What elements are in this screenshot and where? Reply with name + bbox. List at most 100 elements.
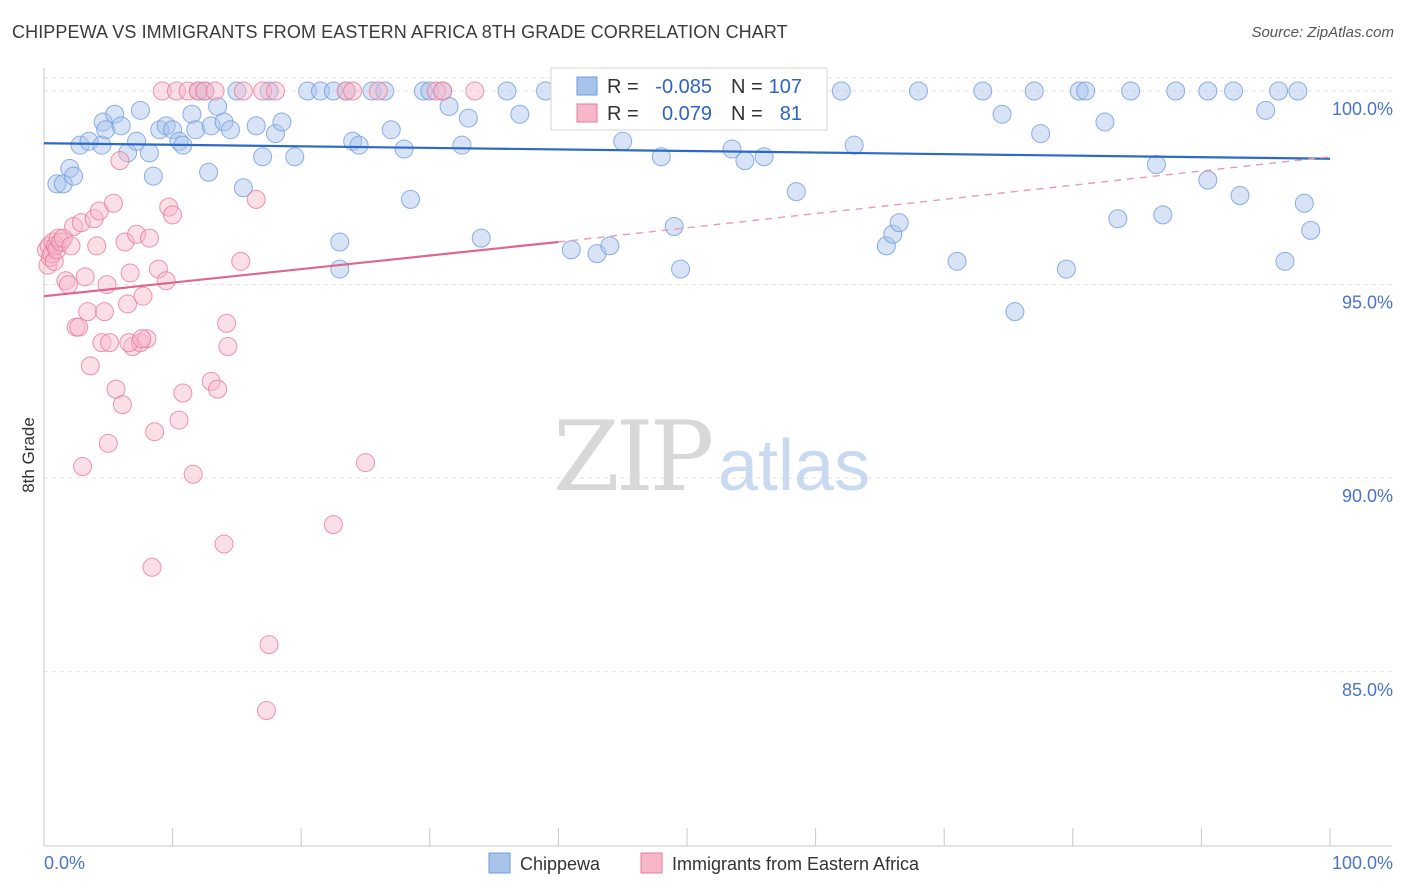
point-chippewa-0 [47, 174, 67, 194]
point-chippewa-41 [330, 232, 350, 252]
point-chippewa-25 [199, 162, 219, 182]
point-chippewa-45 [349, 135, 369, 155]
y-tick-labels: 85.0% 90.0% 95.0% 100.0% [1332, 99, 1393, 700]
point-chippewa-101 [1256, 100, 1276, 120]
point-chippewa-68 [671, 259, 691, 279]
legend-r-value-2: 0.079 [662, 103, 712, 125]
point-chippewa-72 [754, 147, 774, 167]
point-eastern-africa-41 [139, 228, 159, 248]
point-eastern-africa-25 [92, 333, 112, 353]
point-chippewa-10 [111, 116, 131, 136]
point-chippewa-3 [64, 166, 84, 186]
point-eastern-africa-51 [173, 383, 193, 403]
point-chippewa-92 [1108, 209, 1128, 229]
point-eastern-africa-28 [100, 333, 120, 353]
point-eastern-africa-31 [110, 151, 130, 171]
point-chippewa-14 [139, 143, 159, 163]
data-points [37, 81, 1321, 720]
point-chippewa-83 [973, 81, 993, 101]
point-eastern-africa-34 [118, 294, 138, 314]
point-eastern-africa-56 [201, 371, 221, 391]
point-chippewa-76 [831, 81, 851, 101]
point-eastern-africa-53 [183, 464, 203, 484]
legend-n-label-2: N = [731, 103, 763, 125]
trend-line-chippewa [43, 142, 1331, 160]
point-chippewa-35 [265, 124, 285, 144]
point-eastern-africa-63 [233, 81, 253, 101]
point-eastern-africa-37 [127, 224, 147, 244]
point-chippewa-105 [1294, 193, 1314, 213]
point-chippewa-50 [401, 189, 421, 209]
bottom-legend-swatch-eastern-africa [640, 852, 663, 874]
x-tick-label-0: 0.0% [44, 853, 85, 873]
point-chippewa-48 [381, 120, 401, 140]
point-eastern-africa-40 [137, 329, 157, 349]
point-chippewa-86 [1024, 81, 1044, 101]
point-chippewa-5 [79, 131, 99, 151]
y-tick-label-0: 85.0% [1342, 680, 1393, 700]
bottom-legend-swatch-chippewa [488, 852, 511, 874]
series-legend: Chippewa Immigrants from Eastern Africa [488, 852, 920, 874]
point-eastern-africa-58 [208, 379, 228, 399]
point-eastern-africa-35 [120, 263, 140, 283]
point-chippewa-102 [1269, 81, 1289, 101]
point-chippewa-88 [1056, 259, 1076, 279]
point-chippewa-66 [651, 147, 671, 167]
point-eastern-africa-62 [231, 251, 251, 271]
point-eastern-africa-69 [323, 515, 343, 535]
x-tick-label-1: 100.0% [1332, 853, 1393, 873]
trend-lines [43, 142, 1331, 298]
legend-n-label-1: N = [731, 76, 763, 98]
trend-line-eastern-africa [43, 240, 559, 298]
y-tick-label-2: 95.0% [1342, 293, 1393, 313]
point-eastern-africa-19 [75, 267, 95, 287]
legend-n-value-2: 81 [780, 103, 802, 125]
point-chippewa-12 [127, 131, 147, 151]
point-chippewa-85 [1005, 302, 1025, 322]
legend-r-label-2: R = [607, 103, 639, 125]
point-chippewa-77 [844, 135, 864, 155]
source-credit: Source: ZipAtlas.com [1251, 24, 1394, 41]
point-chippewa-70 [722, 139, 742, 159]
point-chippewa-81 [908, 81, 928, 101]
point-chippewa-34 [259, 81, 279, 101]
point-chippewa-18 [163, 120, 183, 140]
y-axis-label: 8th Grade [19, 417, 38, 493]
point-eastern-africa-73 [368, 81, 388, 101]
point-chippewa-87 [1031, 124, 1051, 144]
point-eastern-africa-77 [73, 457, 93, 477]
point-chippewa-6 [92, 135, 112, 155]
point-eastern-africa-60 [217, 313, 237, 333]
point-chippewa-63 [600, 236, 620, 256]
point-eastern-africa-21 [80, 356, 100, 376]
point-chippewa-99 [1224, 81, 1244, 101]
point-eastern-africa-74 [426, 81, 446, 101]
point-chippewa-97 [1198, 170, 1218, 190]
point-eastern-africa-68 [265, 81, 285, 101]
point-chippewa-80 [889, 213, 909, 233]
point-eastern-africa-13 [58, 275, 78, 295]
point-chippewa-90 [1076, 81, 1096, 101]
point-chippewa-30 [227, 81, 247, 101]
watermark-atlas: atlas [718, 426, 870, 506]
point-chippewa-21 [182, 104, 202, 124]
point-chippewa-36 [272, 112, 292, 132]
point-chippewa-67 [664, 216, 684, 236]
point-eastern-africa-78 [98, 433, 118, 453]
point-chippewa-64 [613, 131, 633, 151]
legend-swatch-chippewa [576, 76, 598, 96]
point-chippewa-4 [70, 135, 90, 155]
point-chippewa-71 [735, 151, 755, 171]
point-eastern-africa-57 [205, 81, 225, 101]
y-tick-label-3: 100.0% [1332, 99, 1393, 119]
point-eastern-africa-23 [87, 236, 107, 256]
point-eastern-africa-20 [78, 302, 98, 322]
point-eastern-africa-59 [214, 534, 234, 554]
point-eastern-africa-55 [195, 81, 215, 101]
point-eastern-africa-29 [103, 193, 123, 213]
point-chippewa-57 [471, 228, 491, 248]
point-eastern-africa-54 [188, 81, 208, 101]
axes [43, 68, 1392, 847]
legend-r-label-1: R = [607, 76, 639, 98]
point-chippewa-59 [510, 104, 530, 124]
